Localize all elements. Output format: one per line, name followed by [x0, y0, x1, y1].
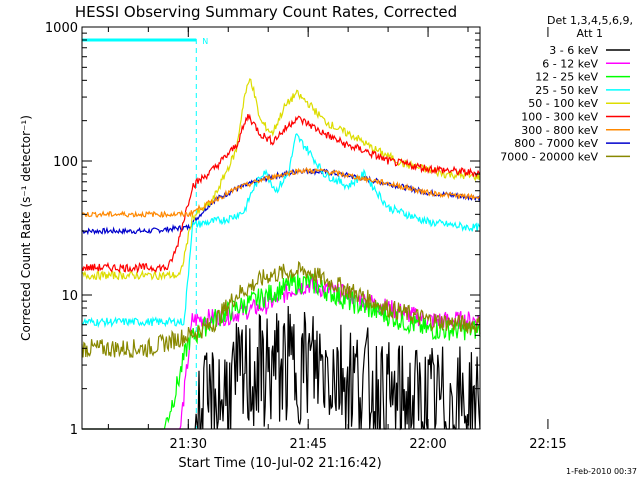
y-tick-label: 10	[61, 289, 78, 304]
y-tick-label: 100	[53, 155, 78, 170]
legend-label-2: 6 - 12 keV	[542, 57, 598, 70]
y-tick-label: 1000	[45, 21, 78, 36]
series-line-9	[81, 260, 481, 358]
plot-area: N	[81, 37, 481, 431]
legend-label-1: 3 - 6 keV	[549, 44, 598, 57]
legend-header-line-2: Att 1	[577, 27, 603, 40]
series-line-4	[81, 133, 481, 329]
legend-label-7: 300 - 800 keV	[521, 124, 598, 137]
legend-label-3: 12 - 25 keV	[535, 71, 598, 84]
x-tick-label: 22:00	[409, 437, 446, 452]
series-line-8	[81, 166, 481, 236]
legend-label-8: 800 - 7000 keV	[514, 137, 598, 150]
y-tick-label: 1	[70, 423, 78, 438]
legend-label-6: 100 - 300 keV	[521, 111, 598, 124]
legend-label-5: 50 - 100 keV	[528, 97, 598, 110]
legend-label-4: 25 - 50 keV	[535, 84, 598, 97]
series-line-5	[82, 78, 481, 281]
legend-label-9: 7000 - 20000 keV	[500, 150, 598, 163]
x-tick-label: 22:15	[529, 437, 566, 452]
series-line-6	[81, 113, 481, 274]
y-axis-label: Corrected Count Rate (s⁻¹ detector⁻¹)	[19, 115, 33, 341]
series-line-7	[81, 167, 481, 219]
attenuator-marker-label: N	[202, 37, 208, 46]
chart-title: HESSI Observing Summary Count Rates, Cor…	[75, 3, 457, 21]
x-tick-label: 21:30	[170, 437, 207, 452]
timestamp: 1-Feb-2010 00:37	[566, 467, 637, 476]
legend-header-line-1: Det 1,3,4,5,6,9,	[547, 14, 633, 27]
x-axis-label: Start Time (10-Jul-02 21:16:42)	[178, 456, 381, 471]
x-tick-label: 21:45	[289, 437, 326, 452]
plot-frame	[81, 26, 481, 430]
